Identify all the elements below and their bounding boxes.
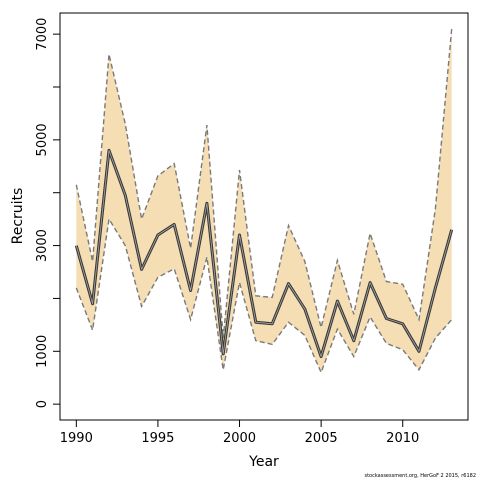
x-axis-title: Year xyxy=(248,454,279,470)
confidence-band xyxy=(76,28,452,373)
plot-area xyxy=(74,28,454,375)
x-tick-label: 1995 xyxy=(141,431,174,446)
x-axis: 1990 1995 2000 2005 2010 xyxy=(60,420,419,446)
y-tick-label: 3000 xyxy=(35,229,50,262)
y-tick-label: 1000 xyxy=(35,335,50,368)
plot-frame xyxy=(59,12,469,421)
estimate-line-core xyxy=(75,149,453,358)
y-axis-title: Recruits xyxy=(10,188,26,245)
lower-bound-line xyxy=(75,217,453,375)
y-tick-label: 5000 xyxy=(35,123,50,156)
x-tick-label: 2005 xyxy=(305,431,338,446)
x-tick-label: 1990 xyxy=(60,431,93,446)
x-tick-label: 2010 xyxy=(386,431,419,446)
x-tick-label: 2000 xyxy=(223,431,256,446)
y-tick-label: 0 xyxy=(35,400,50,408)
y-axis: 0 1000 3000 5000 7000 xyxy=(35,18,60,408)
y-tick-label: 7000 xyxy=(35,18,50,51)
credit-text: stockassessment.org, HerGoF 2 2015, r618… xyxy=(364,473,476,479)
upper-bound-line xyxy=(75,28,453,339)
